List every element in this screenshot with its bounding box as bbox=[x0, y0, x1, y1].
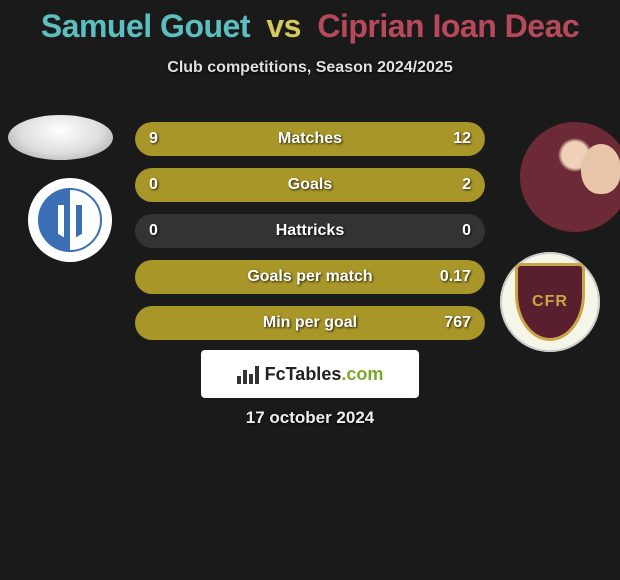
club-badge-icon bbox=[38, 188, 102, 252]
brand-text: FcTables.com bbox=[265, 364, 384, 385]
stat-value-right: 767 bbox=[444, 314, 471, 332]
stat-value-right: 12 bbox=[453, 130, 471, 148]
player1-avatar bbox=[8, 115, 113, 160]
stat-value-left: 9 bbox=[149, 130, 158, 148]
player2-club-badge: CFR bbox=[500, 252, 600, 352]
chart-icon bbox=[237, 364, 259, 384]
stat-value-right: 2 bbox=[462, 176, 471, 194]
stat-label: Matches bbox=[278, 130, 342, 148]
stat-value-right: 0.17 bbox=[440, 268, 471, 286]
stat-row: Min per goal 767 bbox=[135, 306, 485, 340]
stat-value-left: 0 bbox=[149, 176, 158, 194]
comparison-card: Samuel Gouet vs Ciprian Ioan Deac Club c… bbox=[0, 0, 620, 580]
stat-label: Goals bbox=[288, 176, 332, 194]
stat-label: Goals per match bbox=[247, 268, 372, 286]
brand-b: .com bbox=[341, 364, 383, 384]
stat-label: Hattricks bbox=[276, 222, 344, 240]
vs-label: vs bbox=[266, 8, 301, 44]
player2-avatar bbox=[520, 122, 620, 232]
player1-club-badge bbox=[28, 178, 112, 262]
stats-table: 9 Matches 12 0 Goals 2 0 Hattricks 0 Goals per ma… bbox=[135, 122, 485, 352]
date-label: 17 october 2024 bbox=[0, 408, 620, 428]
player2-name: Ciprian Ioan Deac bbox=[317, 8, 579, 44]
player1-name: Samuel Gouet bbox=[41, 8, 250, 44]
stat-row: 0 Goals 2 bbox=[135, 168, 485, 202]
brand-box: FcTables.com bbox=[201, 350, 419, 398]
page-title: Samuel Gouet vs Ciprian Ioan Deac bbox=[0, 0, 620, 45]
club-badge-icon: CFR bbox=[515, 263, 585, 341]
stat-row: 0 Hattricks 0 bbox=[135, 214, 485, 248]
stat-row: Goals per match 0.17 bbox=[135, 260, 485, 294]
brand-a: FcTables bbox=[265, 364, 342, 384]
subtitle: Club competitions, Season 2024/2025 bbox=[0, 59, 620, 77]
stat-value-right: 0 bbox=[462, 222, 471, 240]
stat-value-left: 0 bbox=[149, 222, 158, 240]
stat-row: 9 Matches 12 bbox=[135, 122, 485, 156]
stat-label: Min per goal bbox=[263, 314, 357, 332]
